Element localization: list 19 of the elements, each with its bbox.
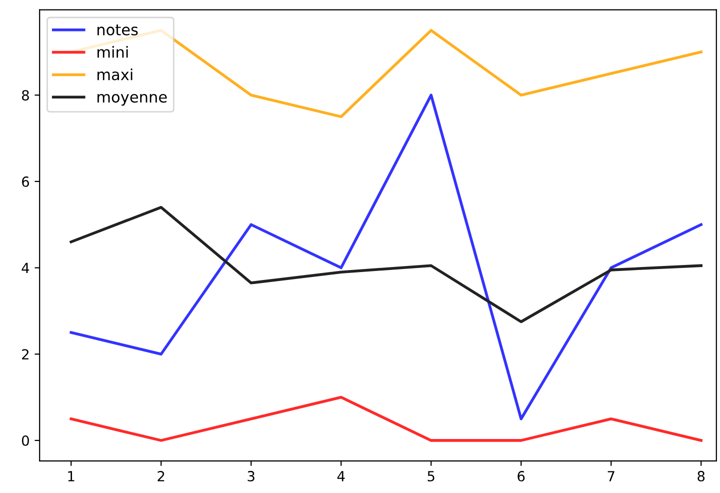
y-tick-label: 2 bbox=[22, 349, 28, 360]
x-tick-label: 6 bbox=[518, 470, 525, 482]
legend-label: mini bbox=[98, 46, 128, 58]
x-tick-label: 2 bbox=[158, 470, 164, 482]
y-tick-label: 8 bbox=[22, 90, 29, 101]
x-tick-label: 5 bbox=[428, 471, 434, 482]
x-tick-label: 1 bbox=[68, 471, 74, 482]
legend-label: maxi bbox=[98, 68, 132, 80]
line-series bbox=[70, 206, 702, 324]
x-tick-label: 8 bbox=[698, 470, 705, 482]
x-tick-label: 4 bbox=[337, 471, 345, 482]
y-tick-label: 4 bbox=[22, 262, 30, 274]
legend-label: notes bbox=[98, 24, 138, 36]
x-tick-label: 3 bbox=[248, 470, 254, 482]
y-tick-label: 0 bbox=[22, 435, 29, 446]
x-tick-label: 7 bbox=[608, 471, 614, 482]
line-series bbox=[70, 94, 702, 420]
y-tick-label: 6 bbox=[22, 176, 30, 187]
legend-label: moyenne bbox=[98, 94, 167, 106]
